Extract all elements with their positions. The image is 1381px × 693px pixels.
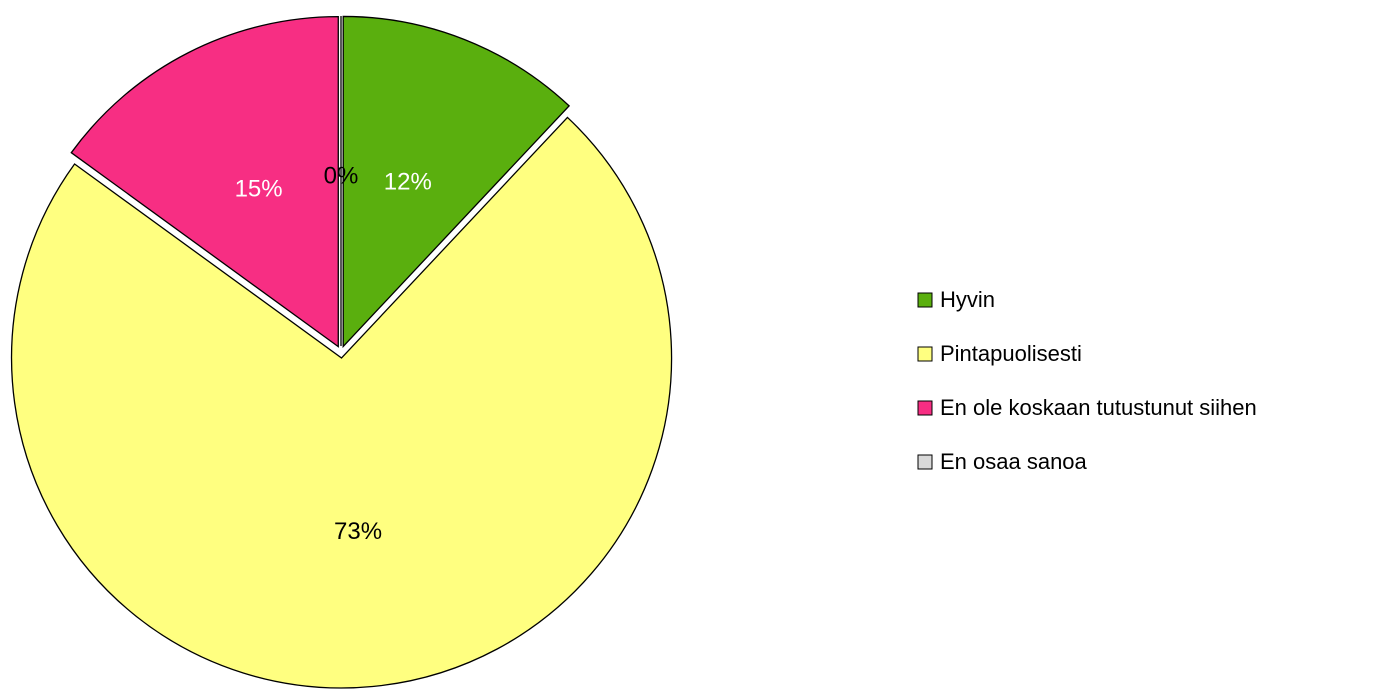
legend-label: En ole koskaan tutustunut siihen — [940, 395, 1257, 420]
legend-label: Pintapuolisesti — [940, 341, 1082, 366]
legend-label: Hyvin — [940, 287, 995, 312]
legend-swatch — [917, 346, 933, 362]
data-label: 12% — [384, 169, 432, 196]
data-label: 0% — [324, 162, 359, 189]
legend-label: En osaa sanoa — [940, 449, 1088, 474]
legend-swatch — [917, 292, 933, 308]
legend-swatch — [917, 400, 933, 416]
data-label: 73% — [334, 518, 382, 545]
data-label: 15% — [235, 176, 283, 203]
pie-slice — [70, 16, 339, 348]
legend-swatch — [917, 454, 933, 470]
pie-slice — [342, 15, 571, 349]
pie-slice — [10, 116, 673, 689]
